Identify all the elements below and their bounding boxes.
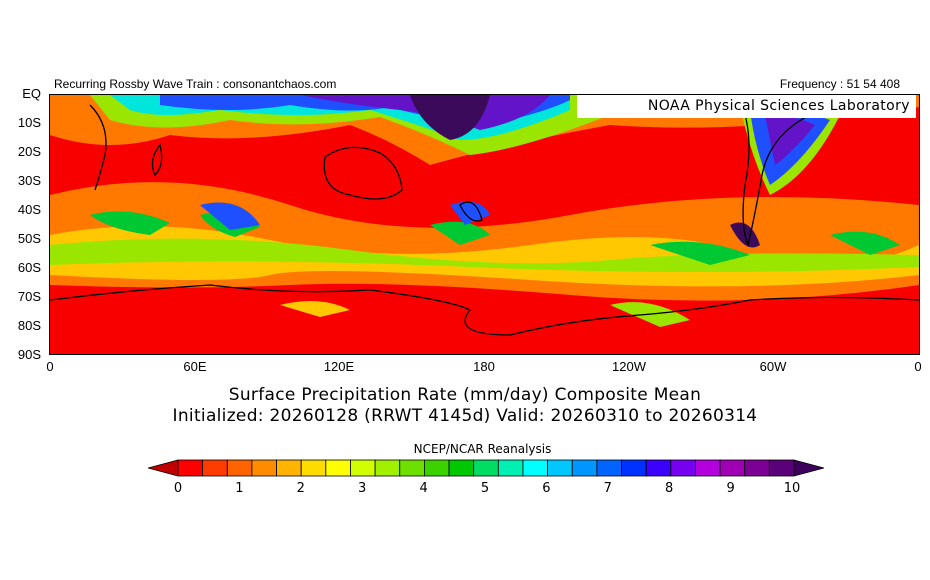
colorbar-swatch [719, 459, 746, 477]
colorbar-swatch [596, 459, 622, 477]
madagascar-coast [151, 143, 163, 177]
colorbar-swatch [744, 459, 770, 477]
south-america-coast [739, 99, 811, 248]
lat-label-10s: 10S [17, 115, 41, 130]
colorbar-swatch [621, 459, 647, 477]
lon-label-120e: 120E [323, 359, 355, 374]
lat-label-20s: 20S [17, 144, 41, 159]
lon-label-0: 0 [46, 359, 54, 374]
colorbar-tick-label: 2 [296, 481, 305, 496]
lat-label-eq: EQ [22, 86, 41, 101]
colorbar-swatch [522, 459, 548, 477]
colorbar-swatch [399, 459, 425, 477]
antarctica-coast [50, 284, 919, 336]
colorbar-tick-label: 7 [603, 481, 612, 496]
africa-coast [89, 104, 107, 191]
colorbar-swatch [670, 459, 696, 477]
lon-label-0-east: 0 [914, 359, 922, 374]
colorbar-tick-label: 3 [358, 481, 367, 496]
colorbar-swatch [374, 459, 401, 477]
colorbar-swatch [226, 459, 253, 477]
lat-label-30s: 30S [17, 173, 41, 188]
colorbar-swatch [571, 459, 598, 477]
colorbar-swatch [448, 459, 475, 477]
colorbar-tick-label: 10 [783, 481, 801, 496]
colorbar [148, 459, 824, 477]
colorbar-swatch [276, 459, 302, 477]
colorbar-swatch [497, 459, 524, 477]
colorbar-arrow-high [793, 459, 824, 477]
colorbar-tick-label: 8 [665, 481, 674, 496]
header-left-text: Recurring Rossby Wave Train : consonantc… [54, 77, 337, 91]
lon-label-180: 180 [473, 359, 495, 374]
colorbar-tick-label: 5 [480, 481, 490, 496]
new-zealand-coast [459, 201, 483, 222]
colorbar-swatch [473, 459, 499, 477]
colorbar-arrow-low [148, 459, 179, 477]
header-right-text: Frequency : 51 54 408 [779, 77, 900, 91]
colorbar-swatch [645, 459, 672, 477]
lat-label-60s: 60S [17, 260, 41, 275]
lat-label-80s: 80S [17, 318, 41, 333]
lat-label-50s: 50S [17, 231, 41, 246]
data-source-label: NCEP/NCAR Reanalysis [413, 442, 552, 456]
colorbar-swatch [325, 459, 351, 477]
lat-label-40s: 40S [17, 202, 41, 217]
organization-label: NOAA Physical Sciences Laboratory [577, 95, 916, 118]
colorbar-swatch [423, 459, 450, 477]
colorbar-tick-label: 1 [235, 481, 244, 496]
lon-label-60w: 60W [759, 359, 787, 374]
colorbar-swatch [547, 459, 573, 477]
map-canvas [50, 95, 919, 336]
colorbar-tick-label: 9 [726, 481, 735, 496]
chart-title: Surface Precipitation Rate (mm/day) Comp… [228, 385, 702, 405]
colorbar-swatch [177, 459, 204, 477]
chart-subtitle: Initialized: 20260128 (RRWT 4145d) Valid… [172, 406, 758, 426]
lat-label-70s: 70S [17, 289, 41, 304]
lat-label-90s: 90S [17, 347, 41, 362]
colorbar-swatch [251, 459, 277, 477]
coastlines [50, 99, 919, 336]
lon-label-120w: 120W [612, 359, 646, 374]
lon-label-60e: 60E [183, 359, 207, 374]
colorbar-tick-label: 0 [173, 481, 183, 496]
colorbar-swatch [300, 459, 327, 477]
colorbar-swatch [695, 459, 721, 477]
australia-coast [323, 146, 403, 200]
colorbar-tick-label: 4 [419, 481, 428, 496]
precipitation-map [49, 94, 920, 355]
colorbar-swatch [768, 459, 795, 477]
precip-low-band [50, 182, 919, 327]
colorbar-swatch [350, 459, 376, 477]
colorbar-swatch [202, 459, 228, 477]
colorbar-tick-label: 6 [542, 481, 551, 496]
